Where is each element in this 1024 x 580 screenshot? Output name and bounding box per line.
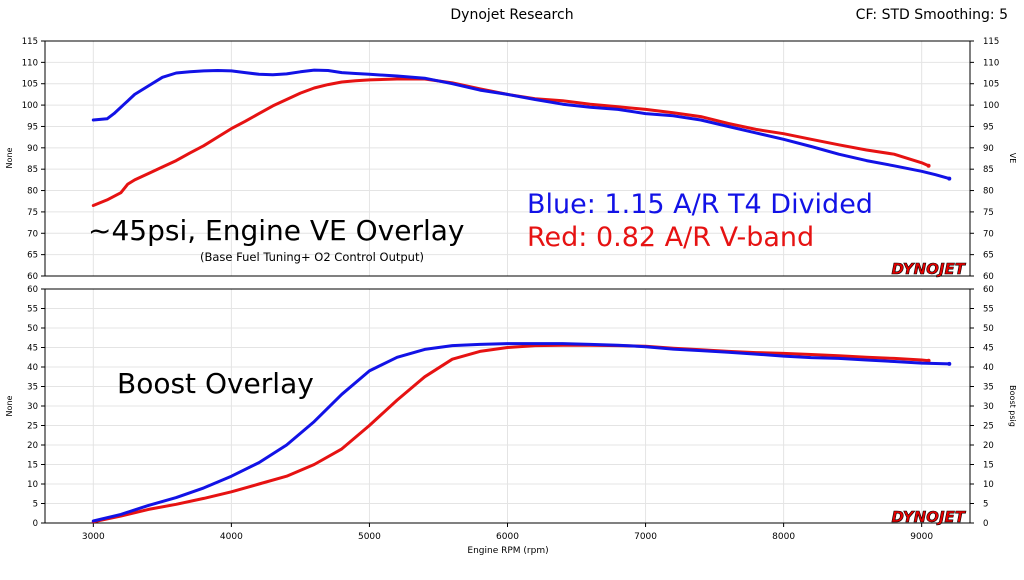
top-y-tick-label-right: 80 — [983, 187, 994, 197]
bottom-y-tick-label-left: 50 — [27, 324, 38, 334]
top-y-tick-label-right: 85 — [983, 165, 994, 175]
bottom-y-tick-label-right: 60 — [983, 285, 994, 295]
top-y-tick-label-left: 75 — [27, 208, 38, 218]
bottom-series-blue-line — [91, 342, 951, 523]
header-title: Dynojet Research — [450, 7, 573, 23]
top-y-tick-label-right: 75 — [983, 208, 994, 218]
x-tick-label: 9000 — [910, 532, 933, 542]
bottom-y-tick-label-right: 45 — [983, 344, 994, 354]
top-y-tick-label-left: 95 — [27, 122, 38, 132]
bottom-y-tick-label-right: 5 — [983, 500, 988, 510]
top-annotation-title: ~45psi, Engine VE Overlay — [88, 214, 465, 247]
top-y-tick-label-left: 60 — [27, 272, 38, 282]
x-tick-label: 8000 — [772, 532, 795, 542]
bottom-y-tick-label-right: 40 — [983, 363, 994, 373]
x-tick-label: 4000 — [220, 532, 243, 542]
top-y-tick-label-left: 90 — [27, 144, 38, 154]
top-y-tick-label-left: 110 — [22, 58, 38, 68]
x-tick-label: 7000 — [634, 532, 657, 542]
bottom-y-tick-label-right: 25 — [983, 422, 994, 432]
top-ylabel-left: None — [5, 147, 14, 168]
bottom-series-red-end-point — [926, 358, 931, 363]
top-series-blue-end-point — [947, 176, 952, 181]
bottom-y-tick-label-left: 25 — [27, 422, 38, 432]
bottom-y-tick-label-right: 15 — [983, 461, 994, 471]
bottom-ylabel-right: Boost psig — [1008, 385, 1017, 427]
top-y-tick-label-right: 100 — [983, 101, 999, 111]
x-axis-label: Engine RPM (rpm) — [467, 546, 548, 556]
x-tick-label: 5000 — [358, 532, 381, 542]
bottom-y-tick-label-left: 10 — [27, 480, 38, 490]
header-right-info: CF: STD Smoothing: 5 — [856, 7, 1008, 23]
bottom-y-tick-label-right: 35 — [983, 383, 994, 393]
top-y-tick-label-right: 60 — [983, 272, 994, 282]
bottom-y-tick-label-right: 0 — [983, 519, 988, 529]
x-tick-label: 3000 — [82, 532, 105, 542]
bottom-y-tick-label-left: 0 — [33, 519, 38, 529]
top-y-tick-label-left: 85 — [27, 165, 38, 175]
top-dynojet-logo: DYNOJET — [891, 260, 966, 278]
x-tick-label: 6000 — [496, 532, 519, 542]
bottom-y-tick-label-right: 20 — [983, 441, 994, 451]
top-series-red-end-point — [926, 163, 931, 168]
top-plot-frame — [44, 40, 971, 277]
bottom-y-tick-label-left: 5 — [33, 500, 38, 510]
bottom-ylabel-left: None — [5, 395, 14, 416]
top-y-tick-label-right: 70 — [983, 229, 994, 239]
bottom-dynojet-logo: DYNOJET — [891, 508, 966, 526]
top-annotation-subtitle: (Base Fuel Tuning+ O2 Control Output) — [200, 250, 424, 264]
bottom-y-tick-label-right: 50 — [983, 324, 994, 334]
bottom-series-red-line — [91, 343, 931, 524]
bottom-y-tick-label-left: 20 — [27, 441, 38, 451]
top-series-blue-line — [91, 68, 951, 181]
bottom-y-tick-label-left: 60 — [27, 285, 38, 295]
bottom-plot-frame — [44, 288, 971, 524]
top-y-tick-label-right: 65 — [983, 251, 994, 261]
top-y-tick-label-left: 70 — [27, 229, 38, 239]
top-y-tick-label-right: 110 — [983, 58, 999, 68]
top-y-tick-label-right: 90 — [983, 144, 994, 154]
bottom-y-tick-label-left: 45 — [27, 344, 38, 354]
bottom-annotation-title: Boost Overlay — [117, 367, 314, 400]
top-y-tick-label-right: 115 — [983, 37, 999, 47]
top-ylabel-right: VE — [1008, 153, 1017, 164]
bottom-y-tick-label-left: 55 — [27, 305, 38, 315]
legend-red: Red: 0.82 A/R V-band — [527, 222, 814, 253]
bottom-y-tick-label-right: 55 — [983, 305, 994, 315]
bottom-series-blue-end-point — [947, 361, 952, 366]
legend-blue: Blue: 1.15 A/R T4 Divided — [527, 189, 873, 220]
top-y-tick-label-left: 100 — [22, 101, 38, 111]
top-y-tick-label-left: 65 — [27, 251, 38, 261]
top-y-tick-label-right: 105 — [983, 80, 999, 90]
bottom-y-tick-label-right: 30 — [983, 402, 994, 412]
bottom-y-tick-label-left: 30 — [27, 402, 38, 412]
top-y-tick-label-left: 115 — [22, 37, 38, 47]
top-y-tick-label-right: 95 — [983, 122, 994, 132]
bottom-y-tick-label-left: 15 — [27, 461, 38, 471]
top-y-tick-label-left: 105 — [22, 80, 38, 90]
top-y-tick-label-left: 80 — [27, 187, 38, 197]
bottom-y-tick-label-left: 40 — [27, 363, 38, 373]
top-series-red-line — [91, 77, 931, 207]
bottom-y-tick-label-left: 35 — [27, 383, 38, 393]
bottom-y-tick-label-right: 10 — [983, 480, 994, 490]
